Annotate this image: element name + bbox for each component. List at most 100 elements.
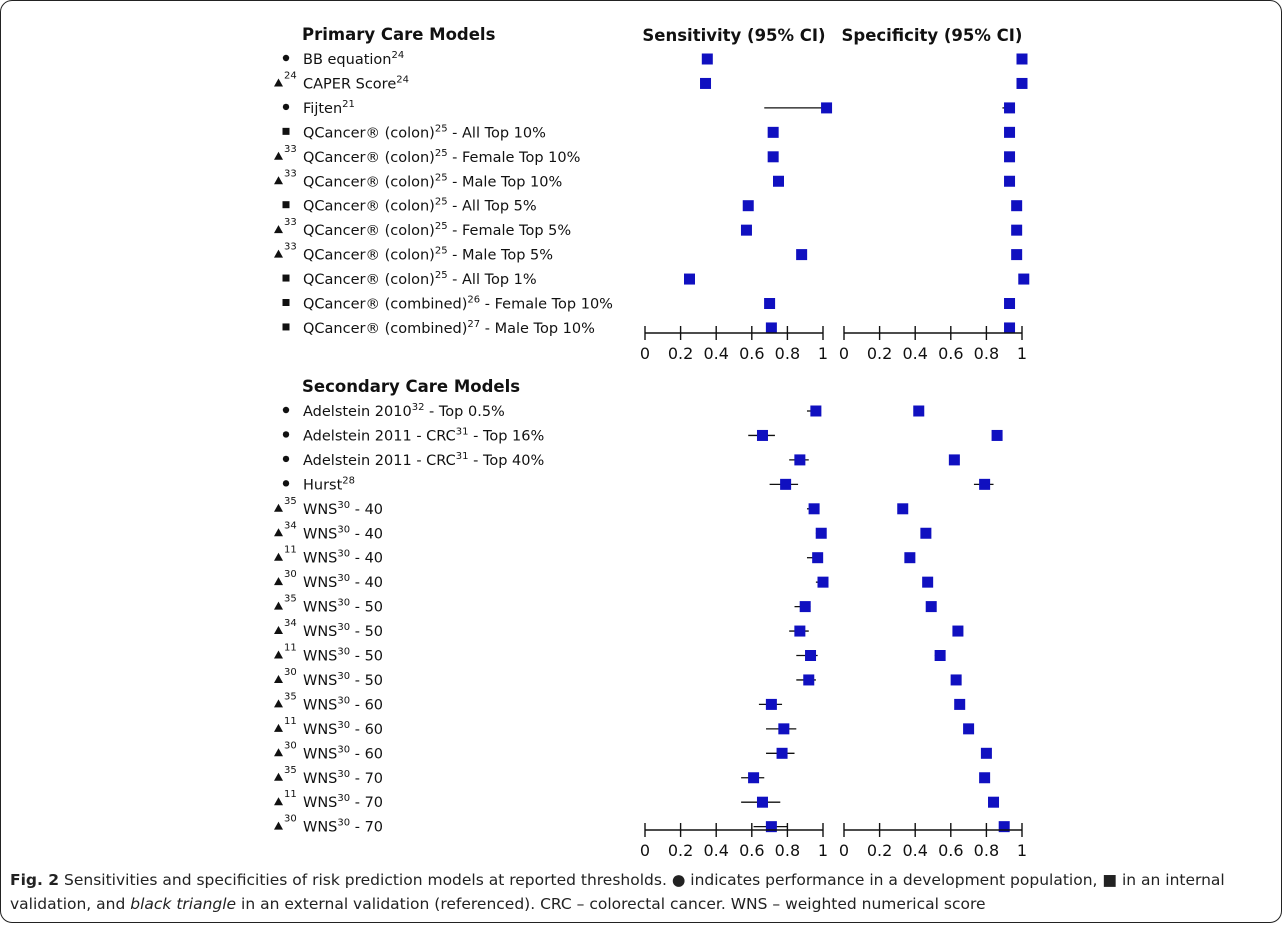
specificity-point bbox=[1011, 224, 1023, 236]
sensitivity-point bbox=[765, 322, 777, 334]
model-label: QCancer® (colon)25 - All Top 5% bbox=[303, 197, 537, 215]
specificity-point bbox=[925, 601, 937, 613]
sensitivity-point bbox=[808, 503, 820, 515]
external-validation-triangle-icon bbox=[274, 503, 283, 512]
external-validation-triangle-icon bbox=[274, 821, 283, 830]
symbol-reference: 33 bbox=[284, 217, 297, 228]
symbol-reference: 35 bbox=[284, 496, 297, 507]
sensitivity-tick-label: 0.8 bbox=[775, 841, 800, 860]
specificity-column-header: Specificity (95% CI) bbox=[842, 26, 1023, 45]
symbol-reference: 30 bbox=[284, 667, 297, 678]
model-label: WNS30 - 40 bbox=[303, 524, 383, 542]
symbol-reference: 34 bbox=[284, 618, 297, 629]
sensitivity-point bbox=[776, 747, 788, 759]
caption-part-3: in an internal validation, and bbox=[10, 871, 1225, 913]
specificity-point bbox=[1004, 175, 1016, 187]
sensitivity-point bbox=[805, 650, 817, 661]
specificity-tick-label: 0.8 bbox=[974, 841, 999, 860]
external-validation-triangle-icon bbox=[274, 601, 283, 610]
sensitivity-point bbox=[742, 200, 754, 212]
specificity-point bbox=[1004, 151, 1016, 163]
external-validation-triangle-icon bbox=[274, 225, 283, 234]
model-label: Adelstein 201032 - Top 0.5% bbox=[303, 402, 505, 420]
specificity-point bbox=[980, 747, 992, 759]
external-validation-triangle-icon bbox=[274, 674, 283, 683]
model-label: WNS30 - 70 bbox=[303, 793, 383, 811]
model-label: WNS30 - 60 bbox=[303, 695, 383, 713]
model-label: QCancer® (colon)25 - Female Top 5% bbox=[303, 221, 571, 239]
symbol-reference: 35 bbox=[284, 691, 297, 702]
sensitivity-point bbox=[756, 429, 768, 441]
model-label: Adelstein 2011 - CRC31 - Top 16% bbox=[303, 426, 544, 444]
specificity-point bbox=[954, 698, 966, 710]
sensitivity-tick-label: 1 bbox=[818, 344, 828, 363]
specificity-point bbox=[1011, 249, 1023, 261]
model-label: WNS30 - 60 bbox=[303, 744, 383, 762]
sensitivity-column-header: Sensitivity (95% CI) bbox=[642, 26, 825, 45]
external-validation-triangle-icon bbox=[274, 78, 283, 87]
specificity-point bbox=[1016, 53, 1028, 65]
sensitivity-point bbox=[767, 126, 779, 138]
development-circle-icon bbox=[282, 406, 290, 414]
sensitivity-point bbox=[748, 772, 760, 784]
model-label: QCancer® (combined)27 - Male Top 10% bbox=[303, 319, 595, 337]
sensitivity-point bbox=[778, 723, 790, 735]
sensitivity-point bbox=[700, 77, 712, 89]
sensitivity-tick-label: 0.4 bbox=[703, 841, 728, 860]
square-symbol-icon: ■ bbox=[1102, 871, 1118, 889]
symbol-reference: 11 bbox=[284, 643, 297, 654]
model-label: WNS30 - 40 bbox=[303, 500, 383, 518]
model-label: WNS30 - 60 bbox=[303, 720, 383, 738]
model-label: Hurst28 bbox=[303, 475, 355, 493]
sensitivity-point bbox=[764, 298, 776, 309]
external-validation-triangle-icon bbox=[274, 723, 283, 732]
sensitivity-tick-label: 0.6 bbox=[739, 841, 764, 860]
development-circle-icon bbox=[282, 480, 290, 487]
figure-label: Fig. 2 bbox=[10, 871, 60, 889]
development-circle-icon bbox=[282, 455, 290, 463]
specificity-tick-label: 0 bbox=[839, 841, 849, 860]
external-validation-triangle-icon bbox=[274, 626, 283, 635]
symbol-reference: 30 bbox=[284, 814, 297, 825]
specificity-point bbox=[988, 796, 1000, 808]
sensitivity-tick-label: 0.2 bbox=[668, 344, 693, 363]
external-validation-triangle-icon bbox=[274, 699, 283, 708]
specificity-point bbox=[952, 625, 964, 637]
symbol-reference: 35 bbox=[284, 765, 297, 776]
sensitivity-point bbox=[756, 796, 768, 808]
specificity-tick-label: 0.4 bbox=[902, 344, 927, 363]
specificity-point bbox=[979, 772, 991, 784]
panel-title-secondary: Secondary Care Models bbox=[302, 377, 520, 396]
sensitivity-point bbox=[821, 102, 833, 114]
model-label: WNS30 - 50 bbox=[303, 671, 383, 689]
sensitivity-point bbox=[799, 601, 811, 613]
external-validation-triangle-icon bbox=[274, 797, 283, 806]
symbol-reference: 11 bbox=[284, 545, 297, 556]
model-label: WNS30 - 40 bbox=[303, 549, 383, 567]
sensitivity-point bbox=[812, 552, 824, 564]
sensitivity-tick-label: 0.4 bbox=[703, 344, 728, 363]
sensitivity-point bbox=[767, 151, 779, 163]
specificity-point bbox=[922, 576, 934, 588]
internal-validation-square-icon bbox=[282, 323, 290, 331]
caption-part-2: indicates performance in a development p… bbox=[685, 871, 1103, 889]
development-circle-icon bbox=[282, 54, 290, 62]
figure-caption: Fig. 2 Sensitivities and specificities o… bbox=[10, 868, 1274, 916]
specificity-point bbox=[904, 552, 916, 564]
specificity-tick-label: 0.6 bbox=[938, 344, 963, 363]
symbol-reference: 33 bbox=[284, 168, 297, 179]
model-label: WNS30 - 50 bbox=[303, 647, 383, 665]
model-label: CAPER Score24 bbox=[303, 74, 409, 92]
external-validation-triangle-icon bbox=[274, 249, 283, 258]
model-label: QCancer® (colon)25 - Female Top 10% bbox=[303, 148, 580, 166]
model-label: WNS30 - 40 bbox=[303, 573, 383, 591]
external-validation-triangle-icon bbox=[274, 176, 283, 185]
model-label: Adelstein 2011 - CRC31 - Top 40% bbox=[303, 451, 544, 469]
sensitivity-tick-label: 0.6 bbox=[739, 344, 764, 363]
sensitivity-point bbox=[794, 625, 806, 637]
sensitivity-tick-label: 0 bbox=[640, 344, 650, 363]
external-validation-triangle-icon bbox=[274, 577, 283, 586]
sensitivity-point bbox=[794, 454, 806, 466]
